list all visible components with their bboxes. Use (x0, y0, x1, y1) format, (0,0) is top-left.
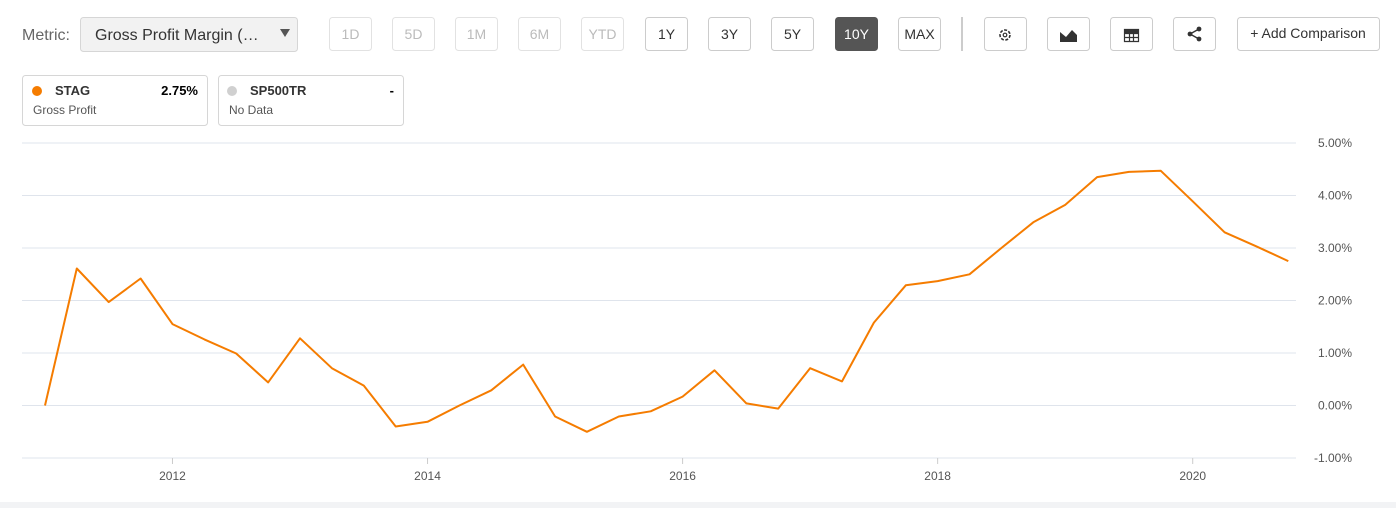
y-tick-label: 3.00% (1318, 241, 1352, 255)
range-button: YTD (581, 17, 624, 51)
button-frame (645, 17, 688, 51)
range-button: 6M (518, 17, 561, 51)
button-frame (984, 17, 1027, 51)
share-node (1196, 36, 1202, 42)
y-tick-label: 5.00% (1318, 136, 1352, 150)
y-tick-label: -1.00% (1314, 451, 1352, 465)
button-label: 1D (342, 26, 360, 42)
add-comparison-button[interactable]: + Add Comparison (1237, 17, 1380, 51)
range-button[interactable]: 1Y (645, 17, 688, 51)
button-label: 6M (530, 26, 549, 42)
table-header (1124, 29, 1139, 34)
button-frame (708, 17, 751, 51)
button-frame (1173, 17, 1216, 51)
x-tick-label: 2020 (1179, 469, 1206, 483)
share-button[interactable] (1173, 17, 1216, 51)
legend-value: 2.75% (161, 83, 198, 98)
metric-value: Gross Profit Margin (… (95, 27, 259, 44)
legend-name: SP500TR (250, 83, 307, 98)
button-label: MAX (904, 26, 935, 42)
button-frame (1237, 17, 1380, 51)
range-button: 1D (329, 17, 372, 51)
x-tick-label: 2016 (669, 469, 696, 483)
button-frame (771, 17, 814, 51)
button-frame (835, 17, 878, 51)
button-label: YTD (589, 26, 617, 42)
gear-icon (999, 29, 1011, 41)
area-icon (1060, 30, 1077, 42)
button-frame (329, 17, 372, 51)
range-button[interactable]: MAX (898, 17, 941, 51)
button-frame (518, 17, 561, 51)
button-label: 5Y (784, 26, 802, 42)
range-button[interactable]: 3Y (708, 17, 751, 51)
y-tick-label: 4.00% (1318, 189, 1352, 203)
button-frame (581, 17, 624, 51)
y-tick-label: 1.00% (1318, 346, 1352, 360)
x-tick-label: 2018 (924, 469, 951, 483)
range-button: 1M (455, 17, 498, 51)
button-label: 3Y (721, 26, 739, 42)
legend-card[interactable] (218, 75, 404, 126)
legend-dot (227, 86, 237, 96)
range-button[interactable]: 5Y (771, 17, 814, 51)
button-label: 1M (467, 26, 486, 42)
x-tick-label: 2014 (414, 469, 441, 483)
range-button[interactable]: 10Y (835, 17, 878, 51)
share-node (1196, 26, 1202, 32)
button-label: + Add Comparison (1250, 25, 1366, 41)
legend-subtitle: No Data (229, 103, 273, 117)
dropdown-arrow (280, 29, 290, 37)
table-button[interactable] (1110, 17, 1153, 51)
legend-card[interactable] (22, 75, 208, 126)
range-button: 5D (392, 17, 435, 51)
x-tick-label: 2012 (159, 469, 186, 483)
metric-label: Metric: (22, 27, 70, 44)
settings-button[interactable] (984, 17, 1027, 51)
footer-band (0, 502, 1396, 508)
y-tick-label: 2.00% (1318, 294, 1352, 308)
legend-subtitle: Gross Profit (33, 103, 97, 117)
button-frame (1047, 17, 1090, 51)
gear-hub (1002, 32, 1008, 38)
legend-name: STAG (55, 83, 90, 98)
button-label: 5D (405, 26, 423, 42)
button-frame (898, 17, 941, 51)
share-node (1187, 31, 1193, 37)
button-frame (455, 17, 498, 51)
series-line (44, 169, 1289, 433)
button-label: 10Y (844, 26, 870, 42)
metric-dropdown[interactable] (80, 17, 298, 52)
legend-dot (32, 86, 42, 96)
y-tick-label: 0.00% (1318, 399, 1352, 413)
legend-value: - (390, 83, 394, 98)
button-frame (392, 17, 435, 51)
button-label: 1Y (658, 26, 676, 42)
chart-type-button[interactable] (1047, 17, 1090, 51)
